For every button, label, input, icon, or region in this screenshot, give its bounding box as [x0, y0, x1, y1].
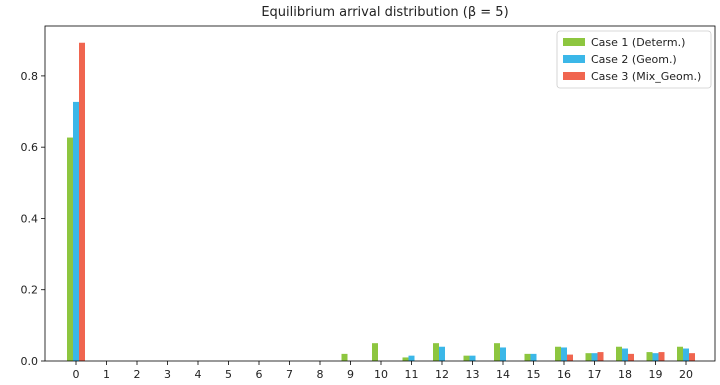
x-tick-label-2: 2: [134, 368, 141, 381]
bar-series1-11: [402, 357, 409, 361]
bar-series2-17: [591, 353, 598, 361]
x-tick-label-13: 13: [466, 368, 480, 381]
legend-swatch-3: [563, 72, 585, 80]
x-tick-label-16: 16: [557, 368, 571, 381]
series-1: [67, 137, 683, 361]
x-tick-label-4: 4: [195, 368, 202, 381]
x-tick-label-20: 20: [679, 368, 693, 381]
bar-series2-18: [622, 348, 628, 361]
legend-label-1: Case 1 (Determ.): [591, 36, 685, 49]
bar-series1-15: [524, 353, 531, 361]
bar-series2-19: [652, 353, 659, 361]
bar-series2-20: [683, 348, 689, 361]
bar-series1-18: [616, 346, 622, 361]
bar-series2-16: [561, 347, 567, 361]
bar-series3-17: [597, 352, 604, 361]
bar-series1-14: [494, 343, 500, 361]
y-tick-label-0.6: 0.6: [21, 141, 39, 154]
legend-box: [556, 30, 712, 89]
x-tick-label-6: 6: [256, 368, 263, 381]
bar-series3-16: [567, 354, 573, 361]
bar-series1-20: [677, 346, 683, 361]
bar-series1-10: [372, 343, 378, 361]
bar-series2-11: [408, 355, 415, 361]
bar-series3-20: [689, 353, 695, 361]
x-tick-label-12: 12: [435, 368, 449, 381]
legend-swatch-1: [563, 38, 585, 46]
legend-label-2: Case 2 (Geom.): [591, 53, 677, 66]
legend: Case 1 (Determ.) Case 2 (Geom.) Case 3 (Mi…: [556, 30, 712, 89]
bar-series1-0: [67, 137, 73, 361]
series-3: [79, 42, 695, 361]
x-tick-label-8: 8: [317, 368, 324, 381]
y-tick-label-0.4: 0.4: [21, 212, 39, 225]
bar-series2-0: [73, 101, 79, 361]
y-tick-label-0.0: 0.0: [21, 355, 39, 368]
bar-series2-15: [530, 353, 537, 361]
bar-series3-0: [79, 42, 85, 361]
x-tick-label-9: 9: [347, 368, 354, 381]
bar-series1-17: [585, 353, 592, 361]
x-tick-label-19: 19: [649, 368, 663, 381]
bar-series1-12: [433, 343, 439, 361]
axes-frame: [44, 25, 716, 362]
bar-series3-19: [658, 352, 665, 361]
x-tick-label-5: 5: [225, 368, 232, 381]
legend-swatch-2: [563, 55, 585, 63]
x-tick-label-1: 1: [103, 368, 110, 381]
bar-series1-16: [555, 346, 561, 361]
x-tick-label-15: 15: [527, 368, 541, 381]
bar-series2-14: [500, 347, 506, 361]
x-tick-label-3: 3: [164, 368, 171, 381]
x-tick-label-10: 10: [374, 368, 388, 381]
series-2: [73, 101, 689, 361]
x-tick-label-18: 18: [618, 368, 632, 381]
legend-label-3: Case 3 (Mix_Geom.): [591, 70, 701, 83]
x-tick-label-7: 7: [286, 368, 293, 381]
bar-series1-9: [341, 353, 348, 361]
bar-series2-12: [439, 346, 445, 361]
chart-title: Equilibrium arrival distribution (β = 5): [261, 5, 508, 20]
plot-area: 0.00.20.40.60.80 1 2 3 4 5 6 7 8 9 10 11 12 13 14 15 16 1…: [21, 25, 716, 381]
y-tick-label-0.2: 0.2: [21, 284, 39, 297]
bar-series1-13: [463, 355, 470, 361]
y-tick-label-0.8: 0.8: [21, 70, 39, 83]
bar-series3-18: [628, 353, 634, 361]
bar-series2-13: [469, 355, 476, 361]
x-tick-label-17: 17: [588, 368, 602, 381]
x-tick-label-0: 0: [73, 368, 80, 381]
x-tick-label-11: 11: [405, 368, 419, 381]
bar-series1-19: [646, 352, 653, 361]
x-tick-label-14: 14: [496, 368, 510, 381]
